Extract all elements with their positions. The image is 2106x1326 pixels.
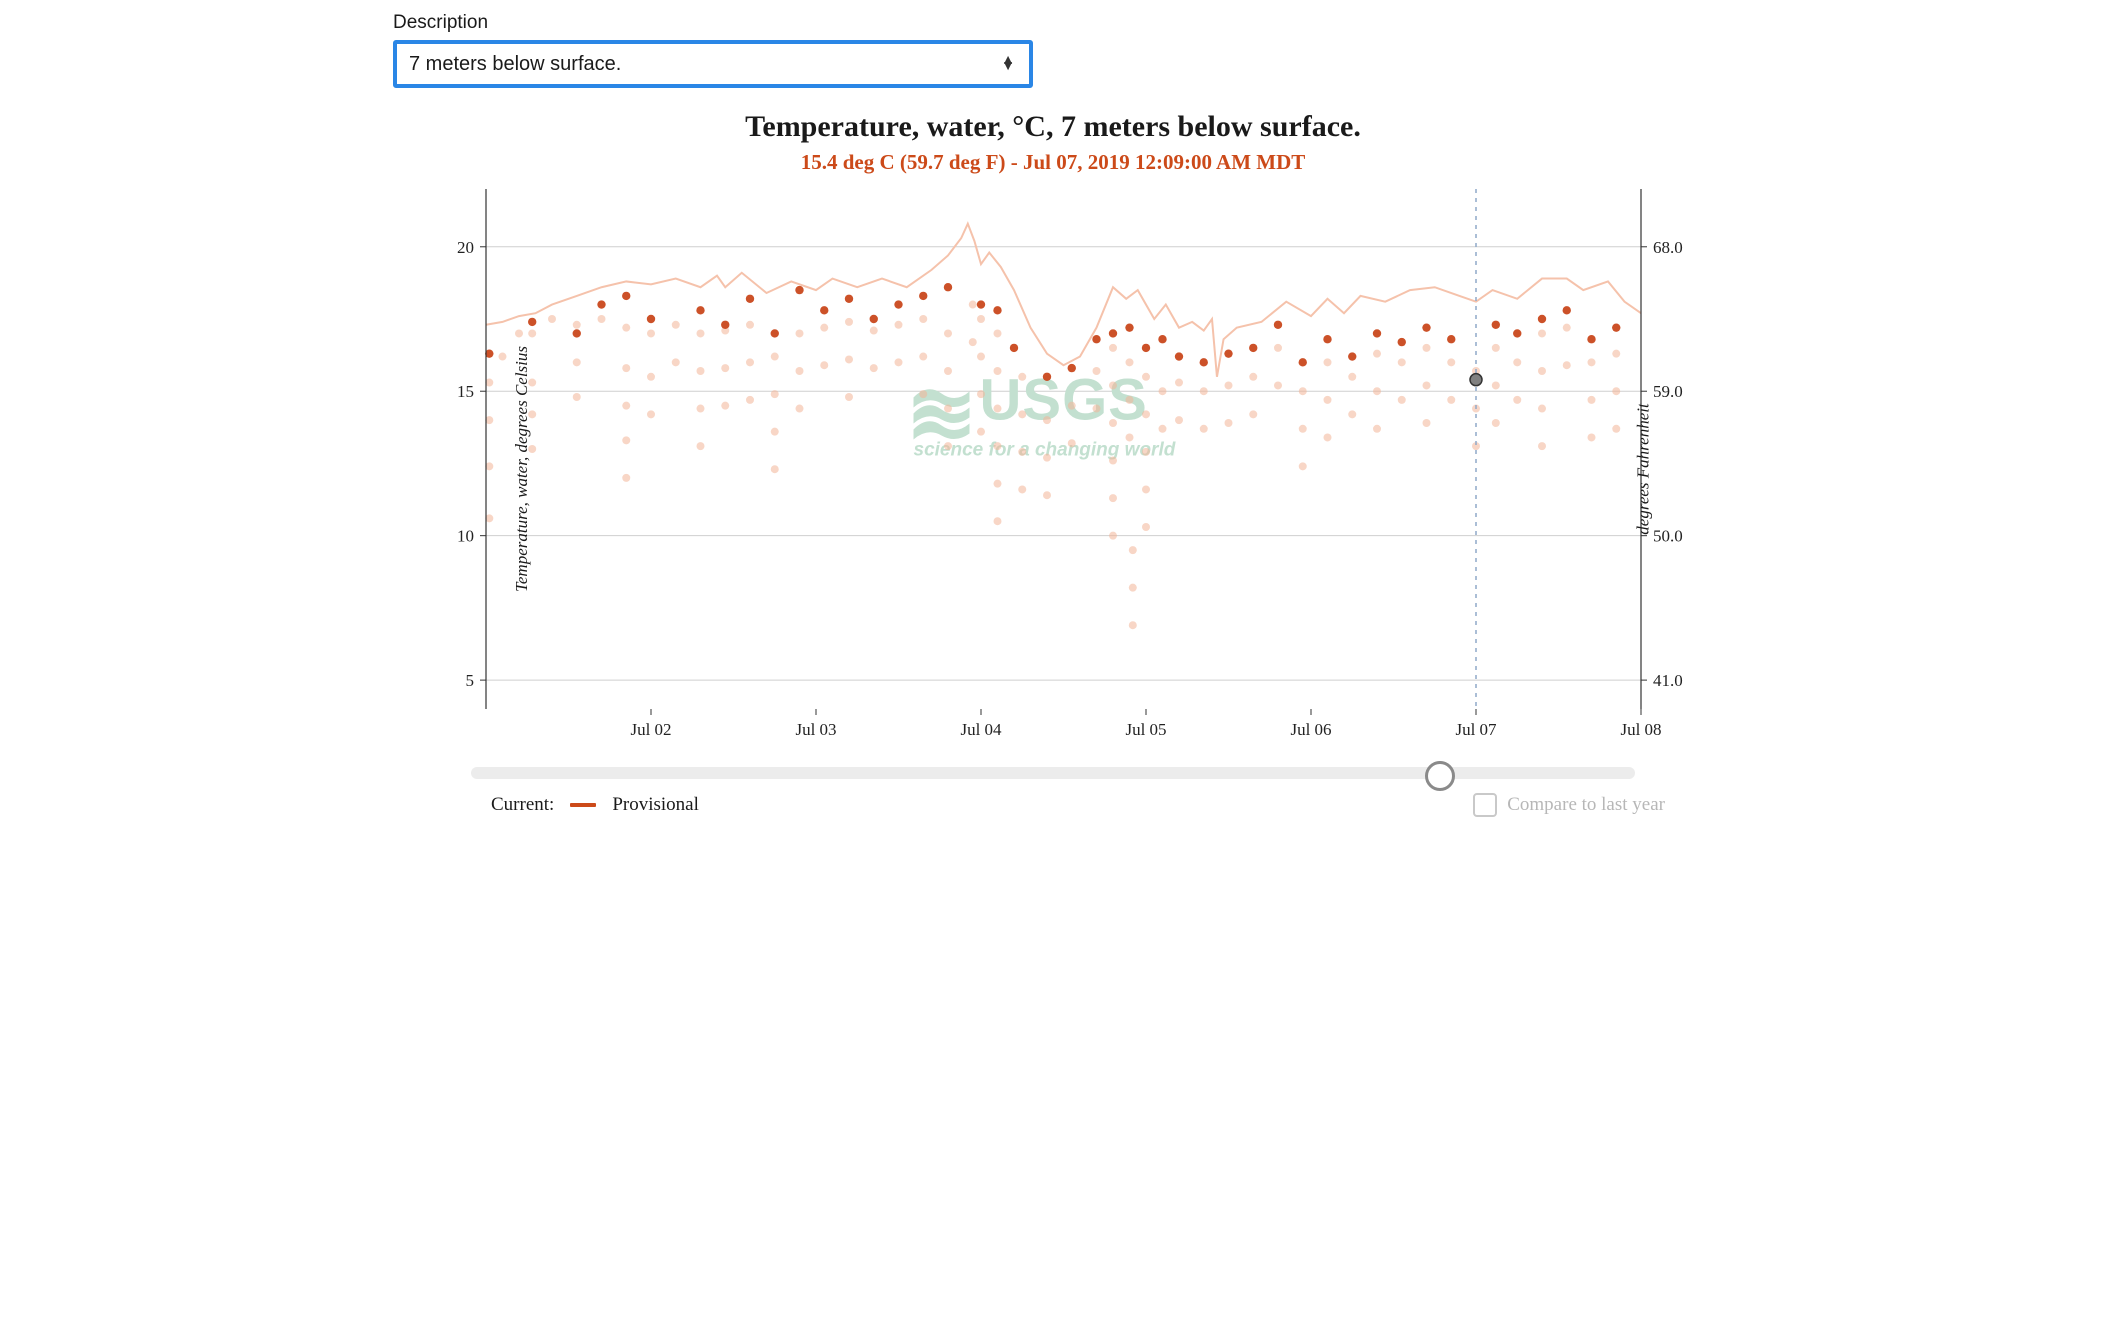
svg-text:10: 10 xyxy=(457,527,474,546)
svg-text:Jul 02: Jul 02 xyxy=(630,720,671,739)
svg-text:59.0: 59.0 xyxy=(1653,382,1683,401)
legend-swatch-provisional xyxy=(570,803,596,807)
svg-text:41.0: 41.0 xyxy=(1653,671,1683,690)
y-axis-left-label: Temperature, water, degrees Celsius xyxy=(512,346,532,592)
legend-current-label: Current: xyxy=(491,794,554,816)
svg-text:20: 20 xyxy=(457,238,474,257)
description-select-value: 7 meters below surface. xyxy=(397,53,621,76)
time-slider-handle[interactable] xyxy=(1425,761,1455,791)
legend-item-provisional: Provisional xyxy=(612,794,699,816)
time-slider-track[interactable] xyxy=(471,767,1635,779)
y-axis-right-label: degrees Fahrenheit xyxy=(1633,403,1653,534)
svg-text:15: 15 xyxy=(457,382,474,401)
svg-text:Jul 04: Jul 04 xyxy=(960,720,1002,739)
checkbox-icon xyxy=(1473,793,1497,817)
chart-title: Temperature, water, °C, 7 meters below s… xyxy=(381,110,1725,144)
select-caret-icon: ▲▼ xyxy=(1001,58,1015,70)
svg-text:68.0: 68.0 xyxy=(1653,238,1683,257)
svg-text:Jul 06: Jul 06 xyxy=(1290,720,1331,739)
svg-text:Jul 07: Jul 07 xyxy=(1455,720,1497,739)
compare-toggle[interactable]: Compare to last year xyxy=(1473,793,1665,817)
legend-row: Current: Provisional Compare to last yea… xyxy=(491,793,1665,817)
svg-text:5: 5 xyxy=(466,671,475,690)
chart-subtitle: 15.4 deg C (59.7 deg F) - Jul 07, 2019 1… xyxy=(381,150,1725,175)
svg-text:Jul 08: Jul 08 xyxy=(1620,720,1661,739)
chart-area[interactable]: Temperature, water, degrees Celsius degr… xyxy=(381,179,1725,759)
svg-text:Jul 05: Jul 05 xyxy=(1125,720,1166,739)
description-label: Description xyxy=(393,12,1725,34)
description-select[interactable]: 7 meters below surface. ▲▼ xyxy=(393,40,1033,88)
compare-label: Compare to last year xyxy=(1507,794,1665,816)
svg-text:USGS: USGS xyxy=(980,367,1148,432)
svg-text:Jul 03: Jul 03 xyxy=(795,720,836,739)
svg-text:50.0: 50.0 xyxy=(1653,527,1683,546)
